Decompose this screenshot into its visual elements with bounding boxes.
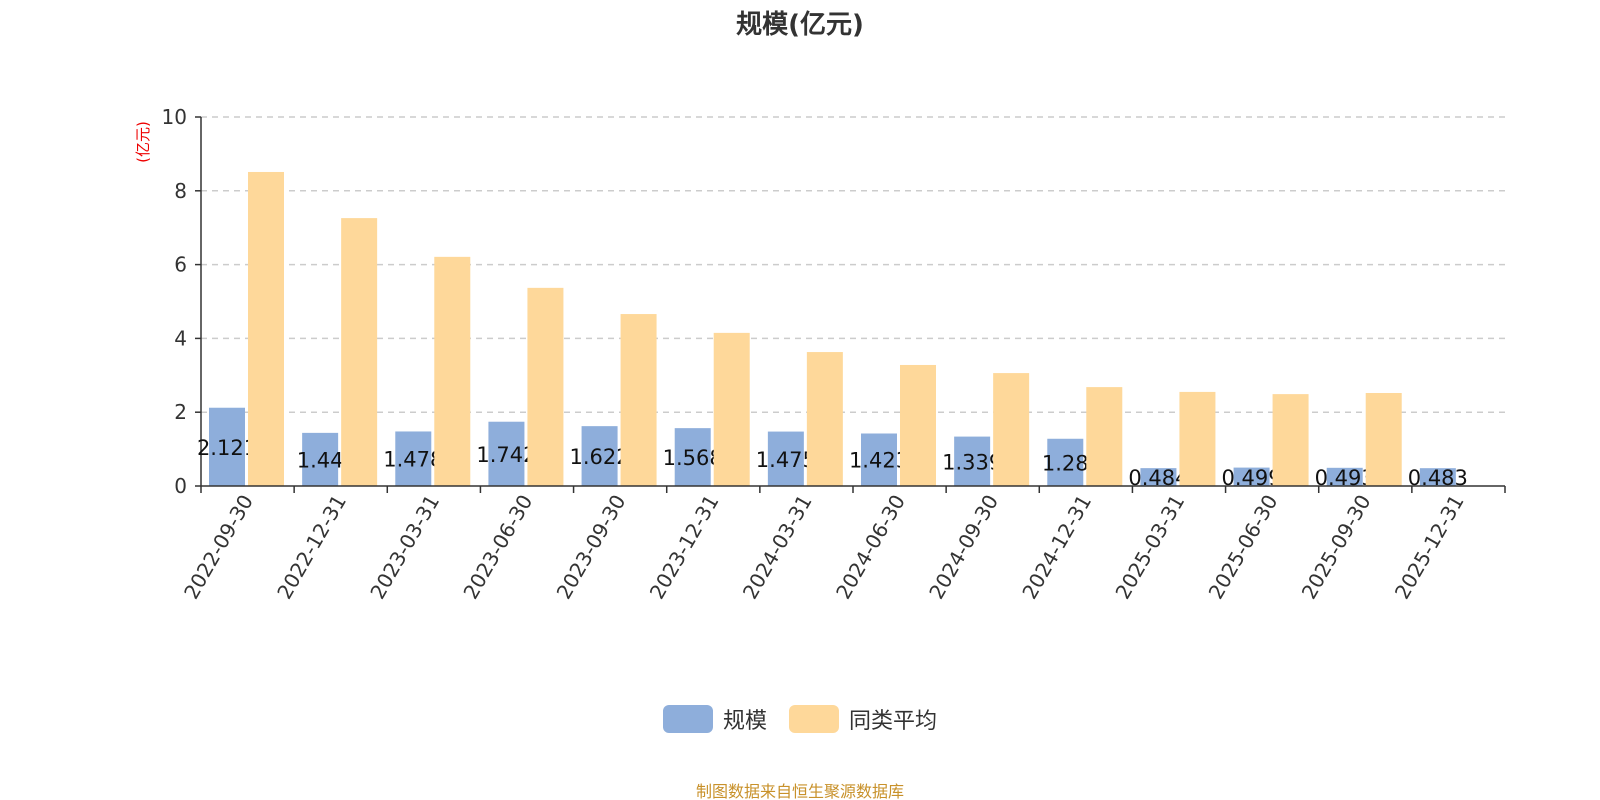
legend-item-scale[interactable]: 规模 (662, 703, 767, 735)
data-label-scale: 2.121 (197, 436, 257, 460)
data-label-scale: 1.475 (756, 448, 816, 472)
x-tick-label: 2023-03-31 (365, 491, 444, 604)
data-label-scale: 1.339 (942, 450, 1002, 474)
chart-title: 规模(亿元) (736, 10, 864, 40)
y-tick-label: 8 (174, 179, 187, 203)
x-tick-label: 2024-12-31 (1017, 491, 1096, 604)
data-label-scale: 1.28 (1042, 451, 1089, 475)
data-label-scale: 1.44 (297, 448, 344, 472)
data-label-scale: 1.742 (476, 443, 536, 467)
x-tick-label: 2022-12-31 (272, 491, 351, 604)
x-tick-label: 2025-06-30 (1204, 491, 1283, 604)
bar-peer-average (993, 373, 1030, 486)
bar-scale (209, 407, 245, 486)
bar-scale (1140, 468, 1177, 486)
bar-scale (954, 436, 991, 486)
data-label-scale: 1.478 (383, 448, 443, 472)
bar-peer-average (1179, 391, 1216, 486)
bar-peer-average (1086, 387, 1123, 486)
bar-scale (1326, 467, 1363, 486)
legend-item-peer-average[interactable]: 同类平均 (789, 703, 937, 735)
legend-swatch-peer-average (789, 705, 839, 733)
x-tick-label: 2024-06-30 (831, 491, 910, 604)
data-label-scale: 1.568 (663, 446, 723, 470)
bar-scale (767, 431, 804, 486)
data-label-scale: 1.423 (849, 449, 909, 473)
bar-scale (1419, 468, 1456, 486)
y-tick-label: 6 (174, 253, 187, 277)
bar-peer-average (434, 256, 471, 486)
y-tick-label: 2 (174, 400, 187, 424)
legend-label-scale: 规模 (722, 709, 767, 734)
bar-scale (302, 432, 339, 486)
x-tick-label: 2022-09-30 (179, 491, 258, 604)
data-label-scale: 1.622 (570, 445, 630, 469)
x-tick-label: 2023-09-30 (552, 491, 631, 604)
x-tick-label: 2023-12-31 (645, 491, 724, 604)
bar-scale (861, 433, 897, 486)
legend-label-peer-average: 同类平均 (849, 709, 938, 734)
x-tick-label: 2024-03-31 (738, 491, 817, 604)
bar-peer-average (620, 314, 657, 486)
bar-scale (488, 421, 525, 486)
y-axis-label: (亿元) (134, 121, 152, 163)
bar-scale (395, 431, 432, 486)
bar-scale (674, 428, 711, 486)
bar-peer-average (900, 364, 936, 486)
y-tick-label: 10 (162, 105, 187, 129)
x-tick-label: 2024-09-30 (924, 491, 1003, 604)
legend: 规模 同类平均 (0, 703, 1600, 735)
x-tick-label: 2025-12-31 (1390, 491, 1469, 604)
bar-scale (1233, 467, 1270, 486)
x-tick-label: 2025-09-30 (1297, 491, 1376, 604)
y-tick-label: 4 (174, 326, 187, 350)
bar-peer-average (527, 287, 564, 486)
x-tick-label: 2023-06-30 (458, 491, 537, 604)
bar-peer-average (806, 352, 843, 486)
bar-peer-average (1365, 393, 1402, 486)
data-source-note: 制图数据来自恒生聚源数据库 (695, 782, 904, 800)
bar-peer-average (1272, 394, 1309, 486)
bar-scale (1047, 438, 1084, 486)
legend-swatch-scale (662, 705, 713, 733)
bar-peer-average (341, 218, 378, 486)
x-tick-label: 2025-03-31 (1110, 491, 1189, 604)
bar-scale (581, 426, 618, 486)
y-tick-label: 0 (174, 474, 187, 498)
bar-peer-average (713, 332, 750, 486)
bar-peer-average (248, 171, 284, 486)
